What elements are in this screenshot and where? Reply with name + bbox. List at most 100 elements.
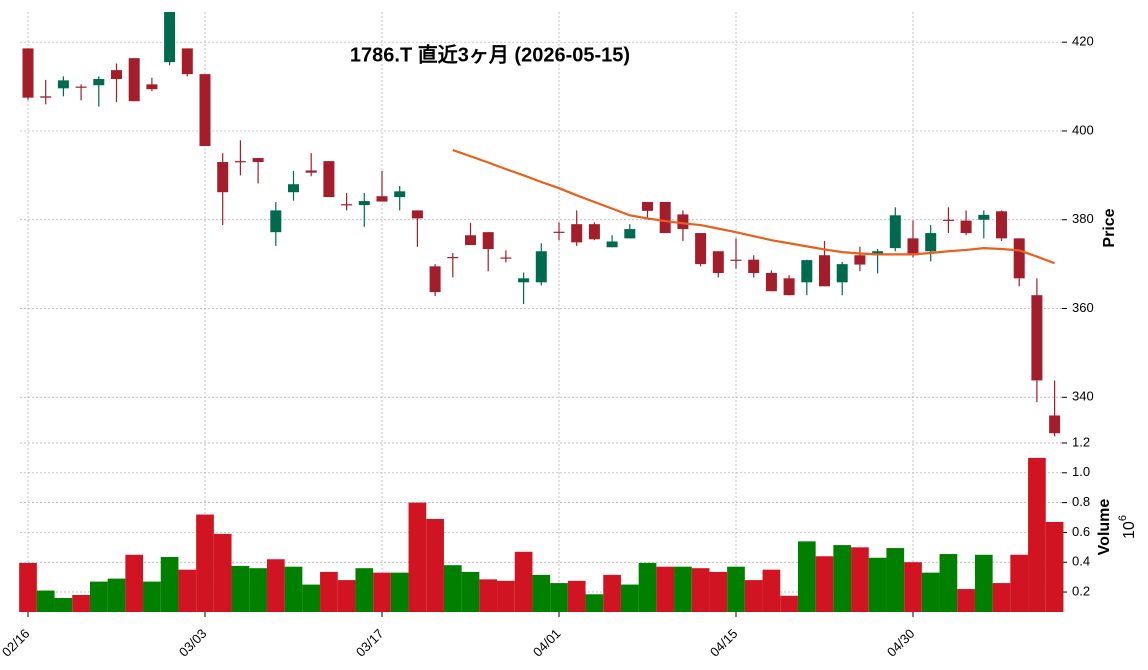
candle-body: [447, 257, 459, 259]
candle-body: [234, 161, 246, 163]
candle-body: [854, 255, 866, 265]
candle-body: [765, 272, 777, 292]
candle-body: [748, 259, 760, 273]
volume-bar: [284, 566, 303, 612]
x-tick-label: 03/17: [353, 626, 387, 660]
volume-bar: [957, 589, 975, 612]
volume-bar: [89, 581, 108, 612]
volume-bar: [567, 580, 586, 612]
candle-body: [588, 224, 600, 240]
volume-bar: [620, 584, 639, 612]
volume-bar: [479, 579, 498, 612]
volume-bar: [851, 547, 869, 612]
candle-body: [960, 220, 972, 234]
y-tick-label: 0.4: [1072, 554, 1090, 569]
x-tick-label: 03/03: [176, 626, 210, 660]
candle-body: [217, 162, 229, 193]
volume-bar: [408, 502, 427, 612]
volume-bar: [727, 566, 745, 612]
candle-body: [500, 257, 512, 259]
volume-bar: [36, 590, 55, 612]
candle-body: [128, 58, 140, 102]
y-tick-label: 0.8: [1072, 494, 1090, 509]
volume-bar: [992, 583, 1011, 612]
y-axis-label: Price: [1101, 208, 1118, 247]
volume-bar: [107, 578, 126, 612]
y-tick-label: 420: [1072, 34, 1094, 49]
volume-bar: [904, 562, 922, 612]
candle-body: [288, 184, 299, 193]
volume-bar: [72, 595, 90, 612]
volume-bar: [638, 562, 657, 612]
candle-body: [624, 229, 636, 239]
volume-bar: [1045, 521, 1064, 612]
volume-bar: [585, 594, 604, 612]
volume-bar: [868, 557, 887, 612]
volume-bar: [514, 551, 533, 612]
candle-body: [1013, 238, 1025, 279]
volume-bar: [709, 571, 728, 612]
candle-body: [199, 74, 211, 147]
candle-body: [659, 201, 671, 234]
candle-body: [93, 79, 105, 86]
candle-body: [270, 210, 282, 233]
candle-body: [146, 84, 158, 90]
candle-body: [695, 233, 707, 265]
volume-bar: [656, 566, 675, 612]
volume-bar: [1028, 457, 1046, 612]
candle-body: [305, 170, 317, 173]
y-tick-label: 400: [1072, 122, 1094, 137]
volume-bar: [178, 569, 197, 612]
volume-bar: [231, 565, 250, 612]
candle-body: [22, 48, 34, 98]
candle-body: [429, 266, 441, 293]
y-tick-label: 0.6: [1072, 524, 1090, 539]
y-tick-label: 0.2: [1072, 583, 1090, 598]
volume-bar: [497, 580, 515, 612]
x-tick-label: 02/16: [0, 626, 33, 660]
candle-body: [872, 251, 884, 256]
volume-bar: [550, 583, 568, 612]
y-tick-label: 380: [1072, 211, 1094, 226]
y-tick-label: 340: [1072, 389, 1094, 404]
candle-body: [252, 158, 264, 163]
candle-body: [40, 96, 52, 98]
volume-bar: [443, 565, 462, 612]
volume-scale-exponent: 6: [1117, 515, 1129, 521]
candle-body: [394, 191, 406, 198]
volume-bar: [337, 580, 356, 612]
candle-body: [553, 231, 565, 233]
price-panel: [22, 12, 1061, 437]
candle-body: [164, 12, 176, 63]
candle-body: [730, 259, 742, 261]
y-tick-label: 1.0: [1072, 464, 1090, 479]
volume-bar: [373, 572, 391, 612]
volume-bar: [780, 595, 798, 612]
volume-bar: [921, 572, 940, 612]
volume-bar: [532, 574, 551, 612]
volume-bar: [355, 568, 374, 612]
volume-bar: [833, 545, 852, 612]
x-tick-label: 04/15: [707, 626, 741, 660]
volume-bar: [815, 556, 834, 612]
candle-body: [181, 48, 193, 75]
y-tick-label: 1.2: [1072, 434, 1090, 449]
candle-body: [518, 278, 530, 283]
volume-bar: [426, 519, 444, 612]
volume-bar: [974, 554, 993, 612]
volume-bar: [143, 581, 161, 612]
candle-body: [376, 196, 388, 202]
candle-body: [978, 214, 990, 220]
volume-bar: [125, 554, 144, 612]
candle-body: [819, 255, 830, 287]
x-tick-label: 04/30: [884, 626, 918, 660]
candle-body: [323, 161, 335, 198]
volume-bar: [160, 557, 179, 612]
candle-body: [889, 215, 901, 249]
candle-body: [801, 260, 813, 283]
volume-scale: 106: [1117, 515, 1138, 539]
volume-bar: [19, 562, 37, 612]
candle-body: [482, 232, 494, 250]
candle-body: [1031, 295, 1043, 381]
